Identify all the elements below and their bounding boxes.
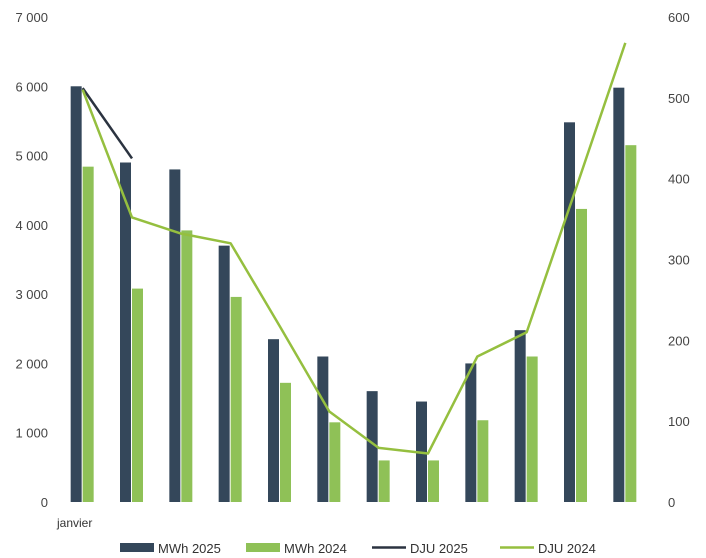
- left-axis-tick-label: 0: [41, 495, 48, 510]
- line-dju-2025: [81, 87, 134, 160]
- bar-mwh-2025: [366, 391, 378, 502]
- right-axis-tick-label: 100: [668, 414, 690, 429]
- left-axis-tick-label: 2 000: [15, 356, 48, 371]
- bar-mwh-2024: [280, 382, 291, 502]
- bar-mwh-2024: [526, 356, 538, 502]
- right-axis-tick-label: 400: [668, 172, 690, 187]
- bar-mwh-2024: [329, 422, 341, 502]
- bar-series: [70, 86, 637, 503]
- left-axis-ticks: 0 1 000 2 000 3 000 4 000 5 000 6 000 7 000: [15, 10, 48, 510]
- legend-swatch-mwh-2025: [120, 543, 154, 552]
- right-axis-tick-label: 300: [668, 253, 690, 268]
- legend-label-dju-2025: DJU 2025: [410, 541, 468, 556]
- bar-mwh-2024: [625, 145, 637, 502]
- bar-mwh-2024: [82, 166, 94, 502]
- left-axis-tick-label: 6 000: [15, 79, 48, 94]
- bar-mwh-2025: [218, 245, 230, 502]
- left-axis-tick-label: 3 000: [15, 287, 48, 302]
- bar-mwh-2025: [120, 162, 131, 502]
- legend-label-mwh-2024: MWh 2024: [284, 541, 347, 556]
- line-dju-2024: [81, 42, 627, 455]
- legend-label-dju-2024: DJU 2024: [538, 541, 596, 556]
- bar-mwh-2025: [465, 363, 477, 502]
- bar-mwh-2024: [181, 230, 193, 502]
- category-label: janvier: [56, 516, 92, 530]
- right-axis-tick-label: 0: [668, 495, 675, 510]
- right-axis-tick-label: 200: [668, 333, 690, 348]
- bar-mwh-2025: [514, 330, 526, 502]
- line-series: [81, 42, 627, 455]
- bar-mwh-2024: [576, 208, 587, 502]
- bar-mwh-2025: [70, 86, 82, 503]
- right-axis-tick-label: 500: [668, 91, 690, 106]
- bar-mwh-2025: [268, 339, 279, 502]
- bar-mwh-2024: [230, 296, 242, 502]
- left-axis-tick-label: 4 000: [15, 218, 48, 233]
- legend: MWh 2025 MWh 2024 DJU 2025 DJU 2024: [120, 541, 596, 556]
- right-axis-tick-label: 600: [668, 10, 690, 25]
- bar-mwh-2025: [613, 87, 625, 503]
- left-axis-tick-label: 7 000: [15, 10, 48, 25]
- bar-mwh-2025: [169, 169, 181, 502]
- left-axis-tick-label: 5 000: [15, 149, 48, 164]
- bar-mwh-2024: [132, 288, 143, 502]
- bar-mwh-2024: [477, 420, 489, 502]
- bar-mwh-2024: [378, 460, 390, 502]
- legend-label-mwh-2025: MWh 2025: [158, 541, 221, 556]
- legend-swatch-mwh-2024: [246, 543, 280, 552]
- left-axis-tick-label: 1 000: [15, 426, 48, 441]
- bar-mwh-2025: [317, 356, 329, 502]
- category-labels: janvier: [56, 516, 92, 530]
- bar-mwh-2025: [564, 122, 575, 503]
- bar-mwh-2024: [428, 460, 439, 502]
- right-axis-ticks: 0 100 200 300 400 500 600: [668, 10, 690, 510]
